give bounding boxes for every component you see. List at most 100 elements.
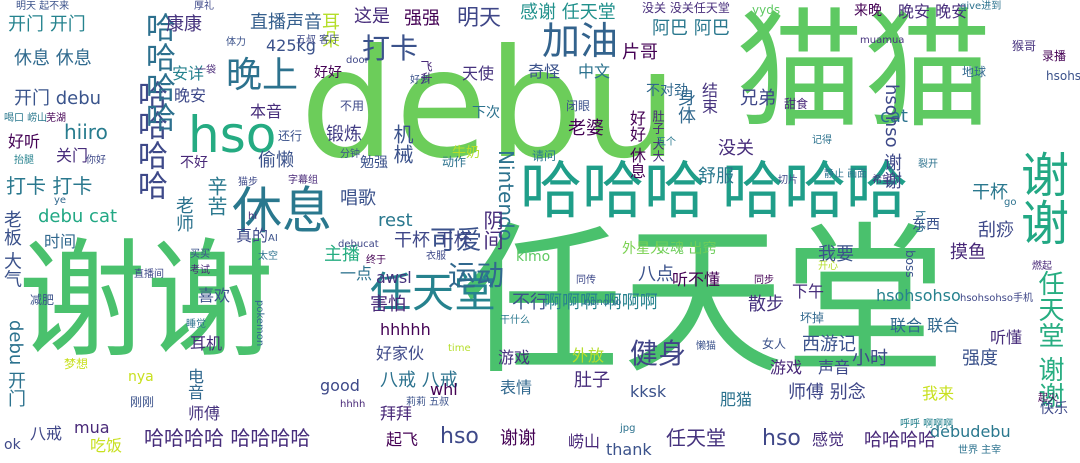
cloud-word: muamua [860, 35, 905, 46]
cloud-word: 谢谢 [500, 428, 536, 449]
cloud-word: 主播 [324, 244, 360, 265]
cloud-word: 哈哈哈哈 [140, 12, 175, 132]
cloud-word: 猫猫 [736, 0, 993, 146]
cloud-word: 唱歌 [340, 188, 376, 209]
cloud-word: 表情 [500, 378, 533, 397]
cloud-word: cat [880, 106, 908, 127]
cloud-word: 开心 [818, 261, 838, 272]
cloud-word: debu 开门 [5, 320, 26, 408]
cloud-word: 辛苦 [204, 176, 228, 216]
cloud-word: 录播 [1042, 49, 1067, 63]
cloud-word: 考试 [190, 265, 210, 276]
cloud-word: 肚子 大大 [651, 110, 665, 162]
cloud-word: 哈哈哈哈 [132, 80, 167, 200]
cloud-word: hsohsohso [876, 286, 961, 305]
cloud-word: 干杯 [972, 182, 1008, 203]
cloud-word: 猫步 [238, 177, 258, 188]
cloud-word: 拜拜 [380, 404, 413, 423]
cloud-word: 八戒 [30, 424, 63, 443]
cloud-word: debu [300, 18, 678, 192]
cloud-word: 任天堂 [666, 426, 726, 450]
cloud-word: hhhhh [380, 320, 431, 339]
cloud-word: 明天 [457, 6, 502, 31]
cloud-word: 肥猫 [720, 390, 753, 409]
cloud-word: 裂开 [918, 159, 938, 170]
cloud-word: 一袋 [196, 65, 216, 76]
cloud-word: 加油 [542, 19, 619, 63]
cloud-word: 五个 [656, 137, 676, 148]
cloud-word: 晚安 晚安 [898, 2, 968, 21]
cloud-word: 抬腿 [14, 155, 34, 166]
cloud-word: 起飞 [386, 430, 419, 449]
cloud-word: 好好 休息 [627, 110, 646, 180]
cloud-word: 本音 [250, 102, 283, 121]
cloud-word: 买买 [190, 249, 210, 260]
cloud-word: hhh [913, 210, 927, 233]
cloud-word: 西游记 [802, 334, 856, 355]
cloud-word: 切片 [778, 175, 798, 186]
cloud-word: 起火 [1038, 393, 1058, 404]
cloud-word: 师傅 [188, 404, 221, 423]
cloud-word: Nintendo [494, 150, 518, 241]
cloud-word: 衣服 [426, 251, 446, 262]
cloud-word: 安详 [172, 64, 205, 83]
cloud-word: 好好 [314, 65, 342, 81]
cloud-word: 机械 [390, 124, 414, 164]
cloud-word: ok [4, 437, 21, 453]
cloud-word: 睡觉 [186, 319, 206, 330]
cloud-word: 同传 [576, 275, 596, 286]
cloud-word: 我来 [922, 384, 955, 403]
cloud-word: 啊啊啊 啊啊啊 [544, 292, 658, 313]
cloud-word: 刮痧 [978, 220, 1014, 241]
cloud-word: 厚礼 [194, 1, 214, 12]
cloud-word: 偷懒 [258, 150, 294, 171]
cloud-word: 下次 [472, 105, 500, 121]
cloud-word: 终于 [366, 255, 386, 266]
cloud-word: 肚子 [574, 370, 610, 391]
cloud-word: 八戒 八戒 [380, 370, 458, 391]
cloud-word: 字幕组 [288, 175, 318, 186]
cloud-word: rest [378, 210, 413, 231]
cloud-word: 八点 [638, 264, 674, 285]
cloud-word: 晚安 [174, 86, 207, 105]
cloud-word: 强强 [404, 8, 440, 29]
cloud-word: 阿巴 阿巴 [652, 18, 730, 39]
cloud-word: 还行 [278, 129, 303, 143]
cloud-word: hiiro [64, 120, 108, 144]
cloud-word: 牛奶 [452, 145, 480, 161]
cloud-word: 真的 [236, 226, 269, 245]
cloud-word: 勉强 [360, 155, 388, 171]
cloud-word: 不行 [512, 292, 548, 313]
cloud-word: hsohso 谢谢 [881, 84, 902, 190]
cloud-word: 任天堂 谢谢 [1034, 270, 1064, 409]
cloud-word: 谢谢 [1012, 150, 1068, 246]
cloud-word: awsl [376, 268, 412, 287]
cloud-word: hi [248, 211, 258, 222]
cloud-word: 呼呼 啊啊啊 [900, 419, 954, 430]
cloud-word: 好家伙 [376, 344, 425, 363]
cloud-word: 一点 [340, 264, 373, 283]
cloud-word: 刚刚 [130, 395, 155, 409]
cloud-word: 联合 联合 [890, 316, 960, 335]
cloud-word: 猴哥 [1012, 39, 1037, 53]
cloud-word: jpg [620, 423, 636, 434]
cloud-word: 声音 [818, 358, 851, 377]
cloud-word: 老师 [173, 196, 194, 232]
cloud-word: 哈哈哈哈 [864, 430, 936, 451]
cloud-word: time [448, 343, 471, 354]
cloud-word: 干杯 干杯 [394, 230, 472, 251]
cloud-word: 坏掉 [800, 311, 825, 325]
cloud-word: 耳朵 [319, 12, 340, 48]
cloud-word: 甜食 [784, 97, 809, 111]
cloud-word: yyds [752, 3, 781, 17]
cloud-word: 直播声音 [250, 12, 322, 33]
cloud-word: 地球 [962, 65, 987, 79]
cloud-word: nonono [584, 297, 622, 308]
cloud-word: 减肥 [30, 293, 55, 307]
cloud-word: 425kg [266, 36, 316, 55]
cloud-word: ye [54, 195, 67, 206]
cloud-word: 兄弟 [740, 88, 776, 109]
cloud-word: 闭眼 [566, 99, 591, 113]
cloud-word: 任天堂 [370, 268, 497, 317]
